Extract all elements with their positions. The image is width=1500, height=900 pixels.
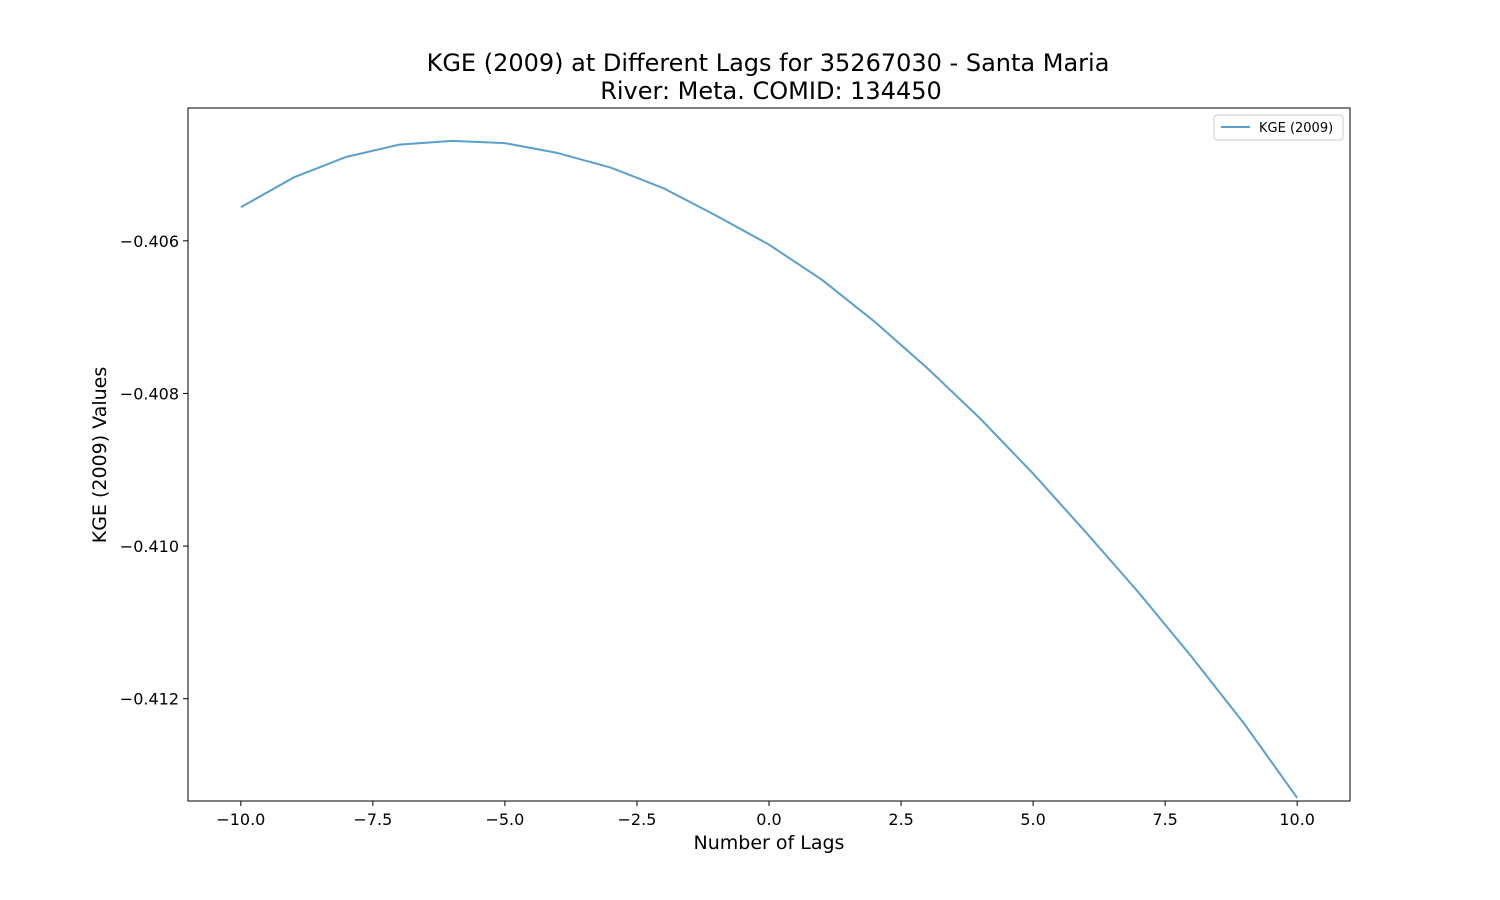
y-tick-label: −0.408 bbox=[120, 384, 179, 403]
x-tick-label: −2.5 bbox=[618, 810, 657, 829]
legend-label: KGE (2009) bbox=[1259, 121, 1333, 136]
x-axis-label: Number of Lags bbox=[694, 832, 845, 854]
x-tick-label: 10.0 bbox=[1279, 810, 1315, 829]
plot-area-background bbox=[188, 108, 1350, 801]
y-tick-label: −0.406 bbox=[120, 232, 179, 251]
x-axis-ticks: −10.0 −7.5 −5.0 −2.5 0.0 2.5 5.0 7.5 10.0 bbox=[216, 801, 1315, 829]
x-tick-label: −7.5 bbox=[353, 810, 392, 829]
x-tick-label: 5.0 bbox=[1020, 810, 1045, 829]
x-tick-label: 0.0 bbox=[756, 810, 781, 829]
y-tick-label: −0.410 bbox=[120, 537, 179, 556]
x-tick-label: −10.0 bbox=[216, 810, 265, 829]
y-tick-label: −0.412 bbox=[120, 690, 179, 709]
y-axis-label: KGE (2009) Values bbox=[89, 367, 111, 544]
x-tick-label: 7.5 bbox=[1152, 810, 1177, 829]
x-tick-label: 2.5 bbox=[888, 810, 913, 829]
x-tick-label: −5.0 bbox=[485, 810, 524, 829]
series-layer bbox=[240, 139, 1298, 799]
y-axis-ticks: −0.406 −0.408 −0.410 −0.412 bbox=[120, 232, 188, 709]
legend-box bbox=[1213, 114, 1344, 141]
chart-title-line-2: River: Meta. COMID: 134450 bbox=[600, 77, 942, 105]
legend: KGE (2009) bbox=[1213, 114, 1344, 141]
chart-title-line-1: KGE (2009) at Different Lags for 3526703… bbox=[427, 49, 1110, 77]
series-line-kge-2009 bbox=[240, 139, 1298, 799]
